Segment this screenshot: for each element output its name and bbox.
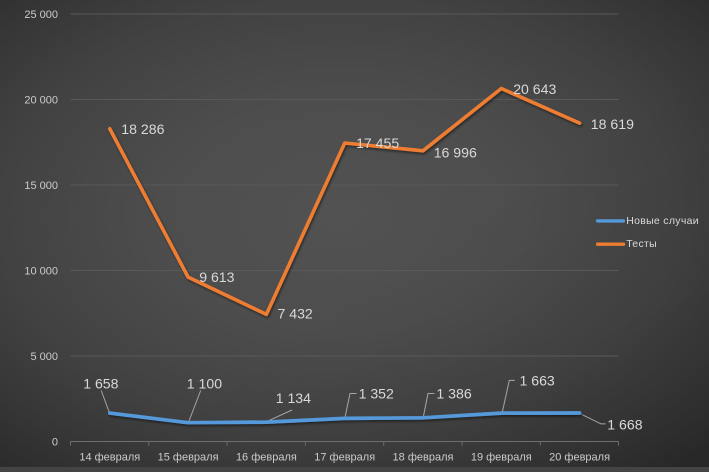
svg-text:1 386: 1 386 <box>436 386 471 402</box>
svg-text:5 000: 5 000 <box>30 351 58 363</box>
svg-text:20 000: 20 000 <box>24 94 58 106</box>
svg-text:1 663: 1 663 <box>520 373 555 389</box>
svg-text:1 668: 1 668 <box>607 416 642 432</box>
svg-text:1 352: 1 352 <box>359 386 394 402</box>
svg-text:18 февраля: 18 февраля <box>393 452 454 464</box>
svg-text:20 февраля: 20 февраля <box>549 452 610 464</box>
svg-text:18 286: 18 286 <box>121 121 164 137</box>
svg-text:19 февраля: 19 февраля <box>471 452 532 464</box>
svg-text:20 643: 20 643 <box>513 81 556 97</box>
svg-text:25 000: 25 000 <box>24 9 58 21</box>
svg-text:1 658: 1 658 <box>83 375 118 391</box>
svg-text:Новые случаи: Новые случаи <box>626 215 699 227</box>
svg-text:18 619: 18 619 <box>591 116 634 132</box>
svg-text:15 000: 15 000 <box>24 180 58 192</box>
svg-text:9 613: 9 613 <box>199 269 234 285</box>
svg-text:17 февраля: 17 февраля <box>314 452 375 464</box>
svg-text:15 февраля: 15 февраля <box>158 452 219 464</box>
svg-text:1 134: 1 134 <box>276 390 311 406</box>
svg-text:Тесты: Тесты <box>626 238 657 250</box>
svg-text:10 000: 10 000 <box>24 265 58 277</box>
svg-text:1 100: 1 100 <box>187 375 222 391</box>
svg-text:14 февраля: 14 февраля <box>79 452 140 464</box>
svg-text:16 996: 16 996 <box>434 144 477 160</box>
svg-text:16 февраля: 16 февраля <box>236 452 297 464</box>
svg-text:17 455: 17 455 <box>356 135 399 151</box>
svg-text:0: 0 <box>52 436 58 448</box>
svg-text:7 432: 7 432 <box>278 305 313 321</box>
